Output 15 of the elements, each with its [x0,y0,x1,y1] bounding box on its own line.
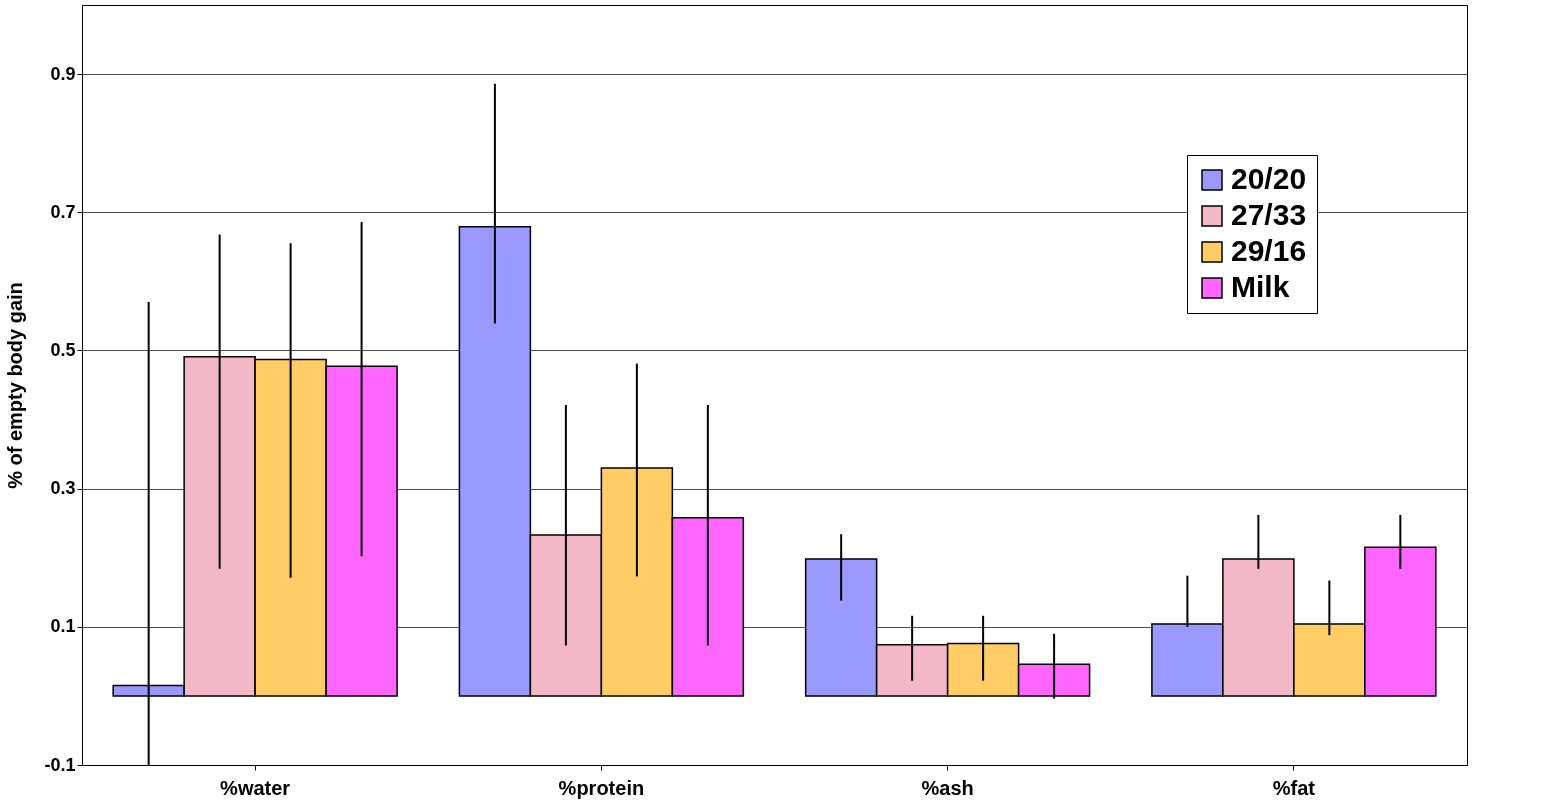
y-tick-label: -0.1 [44,754,76,775]
x-tick-label: %protein [558,776,645,799]
y-tick-label: 0.9 [50,63,76,84]
x-tick-label: %ash [921,776,974,799]
y-tick-label: 0.5 [50,339,76,360]
legend-label: 29/16 [1231,234,1307,267]
legend-label: Milk [1231,270,1290,303]
y-tick-label: 0.7 [50,201,76,222]
x-tick-label: %fat [1272,776,1316,799]
y-axis-title: % of empty body gain [4,282,27,489]
legend-label: 27/33 [1231,198,1307,231]
y-tick-label: 0.3 [50,478,76,499]
y-tick-label: 0.1 [50,616,76,637]
legend-label: 20/20 [1231,162,1307,195]
x-tick-label: %water [220,776,291,799]
